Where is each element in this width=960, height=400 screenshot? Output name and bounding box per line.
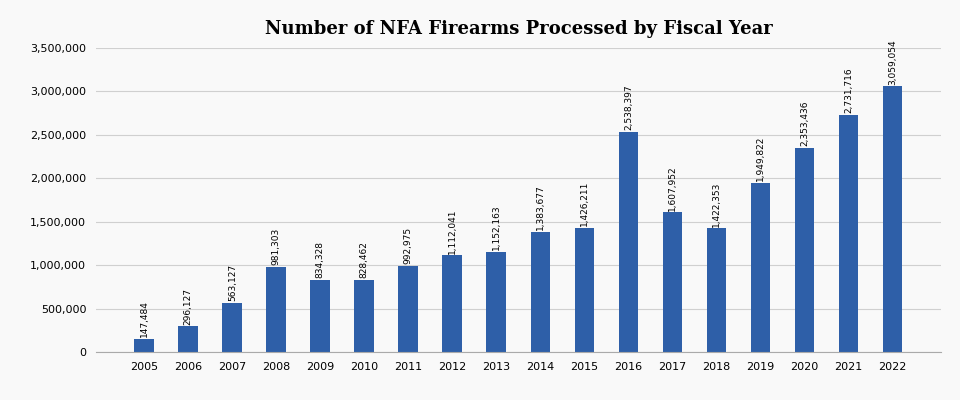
Text: 981,303: 981,303 xyxy=(272,228,281,265)
Bar xyxy=(574,228,594,352)
Bar xyxy=(839,115,858,352)
Bar xyxy=(795,148,814,352)
Text: 1,422,353: 1,422,353 xyxy=(712,181,721,227)
Text: 147,484: 147,484 xyxy=(140,300,149,338)
Title: Number of NFA Firearms Processed by Fiscal Year: Number of NFA Firearms Processed by Fisc… xyxy=(265,20,772,38)
Text: 296,127: 296,127 xyxy=(183,288,193,324)
Bar xyxy=(882,86,902,352)
Text: 2,353,436: 2,353,436 xyxy=(800,100,809,146)
Text: 1,607,952: 1,607,952 xyxy=(668,165,677,211)
Bar xyxy=(751,183,770,352)
Text: 1,112,041: 1,112,041 xyxy=(448,208,457,254)
Bar xyxy=(223,303,242,352)
Bar xyxy=(531,232,550,352)
Text: 828,462: 828,462 xyxy=(360,242,369,278)
Bar xyxy=(267,267,286,352)
Bar xyxy=(310,280,330,352)
Bar xyxy=(398,266,419,352)
Text: 992,975: 992,975 xyxy=(404,227,413,264)
Text: 563,127: 563,127 xyxy=(228,264,237,301)
Bar xyxy=(354,280,374,352)
Bar xyxy=(179,326,198,352)
Bar xyxy=(134,339,155,352)
Text: 1,152,163: 1,152,163 xyxy=(492,204,501,250)
Text: 2,731,716: 2,731,716 xyxy=(844,67,853,113)
Text: 1,949,822: 1,949,822 xyxy=(756,136,765,181)
Bar xyxy=(662,212,683,352)
Bar xyxy=(487,252,506,352)
Bar xyxy=(443,256,463,352)
Text: 3,059,054: 3,059,054 xyxy=(888,39,897,84)
Bar xyxy=(707,228,727,352)
Text: 2,538,397: 2,538,397 xyxy=(624,84,633,130)
Bar xyxy=(618,132,638,352)
Text: 1,426,211: 1,426,211 xyxy=(580,181,588,226)
Text: 834,328: 834,328 xyxy=(316,241,324,278)
Text: 1,383,677: 1,383,677 xyxy=(536,184,545,230)
